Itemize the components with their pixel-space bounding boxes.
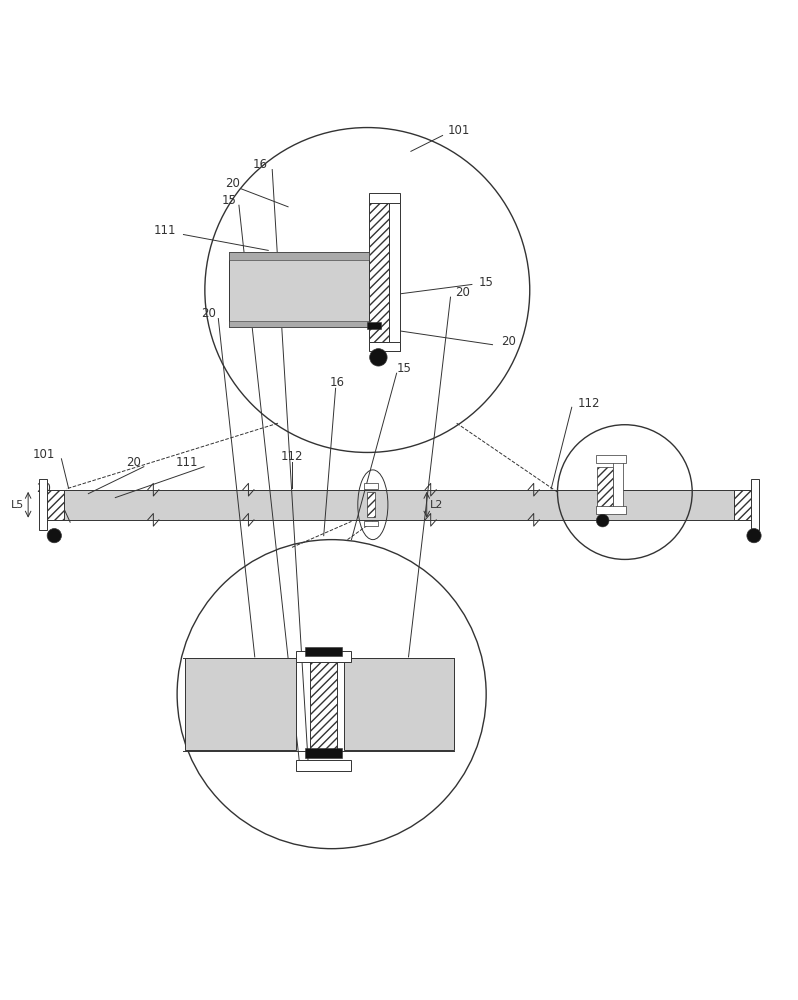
Bar bbox=[613, 461, 623, 513]
Bar bbox=[364, 521, 378, 526]
Bar bbox=[228, 321, 369, 327]
Text: 15: 15 bbox=[397, 362, 412, 375]
Text: L5: L5 bbox=[10, 500, 24, 510]
Bar bbox=[296, 651, 351, 662]
Text: 112: 112 bbox=[281, 450, 303, 463]
Circle shape bbox=[369, 349, 387, 366]
Bar bbox=[343, 658, 455, 750]
Circle shape bbox=[596, 514, 609, 527]
Circle shape bbox=[747, 529, 761, 543]
Bar bbox=[369, 342, 400, 351]
Text: 20: 20 bbox=[501, 335, 516, 348]
Bar bbox=[369, 193, 400, 203]
Bar bbox=[751, 479, 759, 530]
Circle shape bbox=[47, 529, 61, 543]
Text: 20: 20 bbox=[201, 307, 216, 320]
Text: 16: 16 bbox=[253, 158, 268, 171]
Bar bbox=[306, 748, 342, 758]
Text: 20: 20 bbox=[37, 482, 51, 495]
Bar bbox=[39, 479, 47, 530]
Bar bbox=[389, 200, 400, 351]
Bar bbox=[228, 252, 369, 260]
Text: 16: 16 bbox=[330, 376, 345, 389]
Bar bbox=[369, 203, 389, 342]
Text: 20: 20 bbox=[126, 456, 141, 469]
Text: 15: 15 bbox=[479, 276, 494, 289]
Text: 20: 20 bbox=[455, 286, 470, 299]
Bar bbox=[306, 647, 342, 656]
Bar bbox=[597, 467, 613, 508]
Text: 15: 15 bbox=[221, 194, 236, 207]
Bar bbox=[595, 506, 626, 514]
Bar bbox=[46, 490, 752, 520]
Bar bbox=[185, 658, 296, 750]
Bar bbox=[296, 760, 351, 771]
Bar bbox=[310, 649, 338, 755]
Bar bbox=[366, 322, 381, 329]
Text: 111: 111 bbox=[154, 224, 176, 237]
Bar bbox=[595, 455, 626, 463]
Text: L2: L2 bbox=[429, 500, 443, 510]
Text: 20: 20 bbox=[225, 177, 240, 190]
Text: 101: 101 bbox=[447, 124, 469, 137]
Text: 112: 112 bbox=[578, 397, 600, 410]
Bar bbox=[734, 490, 752, 520]
Bar bbox=[228, 252, 369, 327]
Text: 111: 111 bbox=[176, 456, 198, 469]
Bar bbox=[364, 483, 378, 489]
Text: 101: 101 bbox=[33, 448, 55, 461]
Bar bbox=[46, 490, 64, 520]
Bar bbox=[367, 492, 375, 517]
